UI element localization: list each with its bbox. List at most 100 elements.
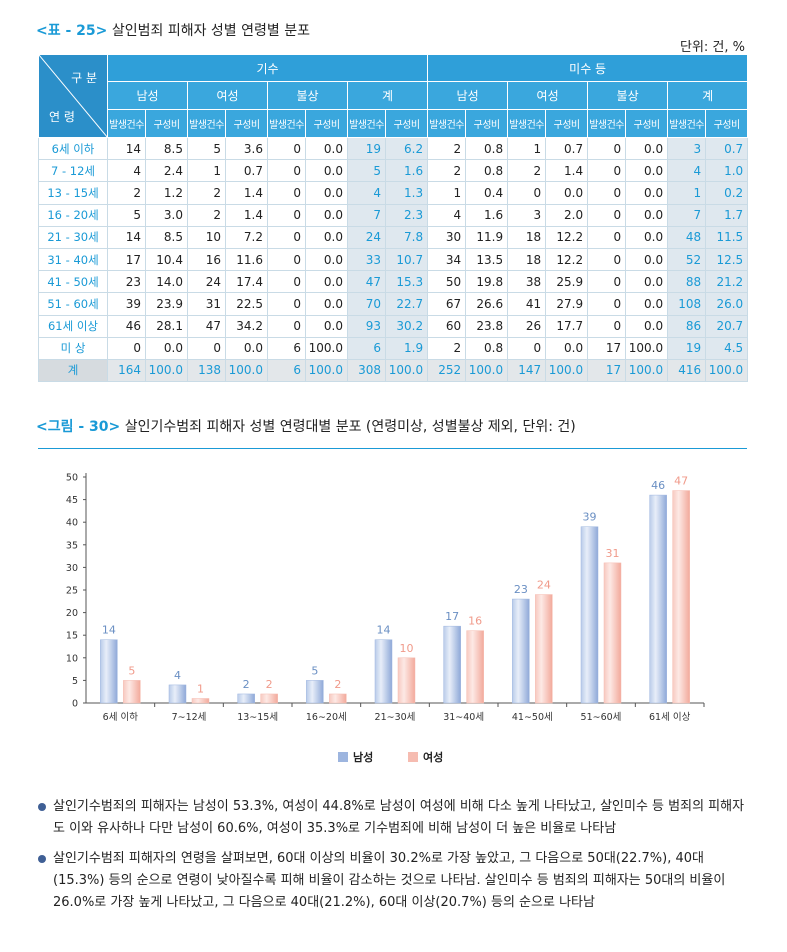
row-label: 미 상 [38, 336, 108, 360]
bar-male [374, 639, 393, 704]
table-cell: 0 [187, 336, 226, 360]
table-cell: 0.4 [465, 181, 509, 205]
y-tick-label: 35 [66, 540, 78, 551]
bar-male [100, 639, 118, 704]
ratio-col-header: 구성비 [705, 109, 749, 138]
table-cell: 52 [667, 247, 707, 272]
table-cell: 100.0 [705, 358, 749, 383]
table-cell: 2 [507, 159, 547, 183]
table-cell: 19.8 [465, 270, 509, 294]
table-cell: 27.9 [545, 292, 589, 316]
y-tick-label: 45 [66, 495, 78, 506]
table-cell: 0.0 [305, 159, 348, 183]
y-tick-label: 50 [66, 473, 78, 484]
table-cell: 17.4 [225, 270, 268, 294]
y-tick-label: 10 [66, 653, 78, 664]
table-cell: 1.7 [705, 203, 749, 227]
subgroup-header: 계 [346, 81, 429, 110]
table-cell: 5 [107, 203, 146, 227]
summary-bullets: 살인기수범죄의 피해자는 남성이 53.3%, 여성이 44.8%로 남성이 여… [38, 796, 750, 922]
table-cell: 1.6 [384, 159, 429, 183]
table-cell: 108 [667, 292, 707, 316]
table-cell: 0.0 [305, 136, 348, 161]
table-cell: 46 [107, 314, 146, 338]
bullet-dot [38, 855, 46, 863]
data-label: 2 [243, 678, 250, 691]
table-cell: 14 [107, 225, 146, 249]
table-cell: 10.4 [145, 247, 188, 272]
table-cell: 0 [267, 159, 306, 183]
table-cell: 0 [267, 136, 306, 161]
table-cell: 0.0 [625, 136, 669, 161]
table-cell: 3.6 [225, 136, 268, 161]
data-label: 1 [197, 682, 204, 695]
table-cell: 1 [667, 181, 707, 205]
table-title: <표 - 25> 살인범죄 피해자 성별 연령별 분포 [36, 20, 310, 40]
table-cell: 19 [347, 136, 386, 161]
table-cell: 10.7 [384, 247, 429, 272]
table-cell: 2 [187, 203, 226, 227]
table-cell: 93 [347, 314, 386, 338]
table-cell: 0.8 [465, 136, 509, 161]
count-col-header: 발생건수 [347, 109, 386, 138]
table-cell: 3 [667, 136, 707, 161]
table-cell: 100.0 [545, 358, 589, 383]
table-cell: 0 [587, 136, 627, 161]
table-cell: 0 [267, 181, 306, 205]
bullet-dot [38, 803, 46, 811]
table-cell: 86 [667, 314, 707, 338]
table-cell: 0.7 [225, 159, 268, 183]
table-cell: 0.0 [625, 225, 669, 249]
corner-top-label: 구 분 [71, 71, 97, 85]
table-row: 16 - 20세 5 3.0 2 1.4 0 0.0 7 2.3 4 1.6 3 2.0 0 0.0 7 1.7 [38, 203, 749, 227]
table-cell: 0.0 [625, 314, 669, 338]
table-cell: 67 [427, 292, 467, 316]
table-cell: 22.7 [384, 292, 429, 316]
bar-male [649, 494, 667, 704]
figure-label: <그림 - 30> [36, 419, 121, 435]
table-cell: 23 [107, 270, 146, 294]
table-cell: 23.8 [465, 314, 509, 338]
table-cell: 2 [427, 159, 467, 183]
y-tick-label: 40 [66, 518, 78, 529]
table-cell: 0.0 [305, 247, 348, 272]
table-label: <표 - 25> [36, 23, 108, 39]
data-table: 구 분 연 령 기수 미수 등 남성 여성 불상 계 남성 여성 불상 계 발생건수 구성비 발생… [38, 54, 749, 383]
table-cell: 12.2 [545, 247, 589, 272]
data-label: 31 [606, 547, 620, 560]
table-cell: 0 [587, 247, 627, 272]
data-label: 46 [651, 479, 665, 492]
table-cell: 3.0 [145, 203, 188, 227]
table-cell: 34 [427, 247, 467, 272]
data-label: 2 [334, 678, 341, 691]
table-cell: 164 [107, 358, 146, 383]
table-cell: 2.3 [384, 203, 429, 227]
table-title-text: 살인범죄 피해자 성별 연령별 분포 [111, 23, 310, 39]
table-cell: 0.0 [305, 225, 348, 249]
table-cell: 24 [187, 270, 226, 294]
table-cell: 100.0 [305, 358, 348, 383]
bullet-text: 살인기수범죄 피해자의 연령을 살펴보면, 60대 이상의 비율이 30.2%로… [53, 851, 726, 910]
count-col-header: 발생건수 [267, 109, 306, 138]
table-cell: 252 [427, 358, 467, 383]
table-cell: 26.6 [465, 292, 509, 316]
table-cell: 48 [667, 225, 707, 249]
table-cell: 0.8 [465, 159, 509, 183]
table-row: 51 - 60세 39 23.9 31 22.5 0 0.0 70 22.7 67 26.6 41 27… [38, 292, 749, 316]
table-cell: 0 [267, 270, 306, 294]
table-cell: 17 [587, 358, 627, 383]
corner-bottom-label: 연 령 [49, 110, 75, 124]
table-cell: 47 [347, 270, 386, 294]
data-label: 2 [266, 678, 273, 691]
table-cell: 0 [507, 336, 547, 360]
ratio-col-header: 구성비 [145, 109, 188, 138]
table-cell: 0.0 [305, 292, 348, 316]
x-tick-label: 16∼20세 [306, 712, 347, 723]
table-cell: 0.0 [625, 247, 669, 272]
table-cell: 0 [267, 247, 306, 272]
table-cell: 0.7 [705, 136, 749, 161]
table-cell: 0.0 [305, 314, 348, 338]
table-cell: 14.0 [145, 270, 188, 294]
table-cell: 1.4 [545, 159, 589, 183]
count-col-header: 발생건수 [107, 109, 146, 138]
